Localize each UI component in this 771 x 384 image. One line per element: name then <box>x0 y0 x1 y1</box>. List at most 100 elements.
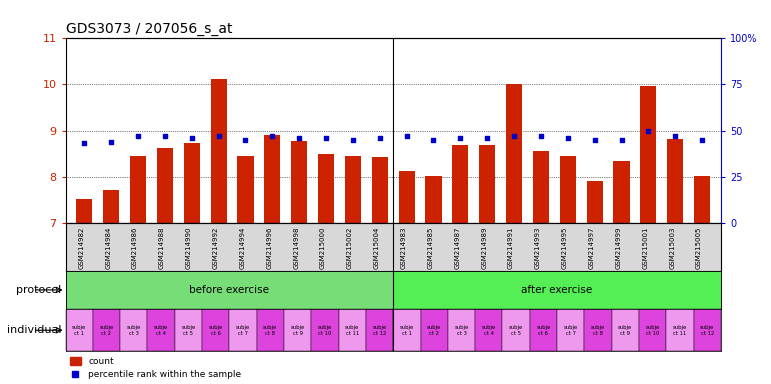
Text: subje
ct 3: subje ct 3 <box>126 325 141 336</box>
Text: subje
ct 7: subje ct 7 <box>236 325 250 336</box>
Bar <box>479 145 495 223</box>
Text: GSM215005: GSM215005 <box>696 227 702 269</box>
Bar <box>420 309 448 351</box>
Bar <box>426 176 442 223</box>
Text: GSM215001: GSM215001 <box>642 227 648 269</box>
Legend: count, percentile rank within the sample: count, percentile rank within the sample <box>70 357 241 379</box>
Bar <box>345 156 361 223</box>
Bar <box>614 161 630 223</box>
Bar <box>560 156 576 223</box>
Text: GSM214997: GSM214997 <box>588 227 594 269</box>
Text: subje
ct 5: subje ct 5 <box>181 325 196 336</box>
Bar <box>448 309 475 351</box>
Text: GSM215000: GSM215000 <box>320 227 326 269</box>
Text: GSM214987: GSM214987 <box>454 227 460 269</box>
Point <box>696 137 709 143</box>
Text: subje
ct 3: subje ct 3 <box>454 325 469 336</box>
Bar <box>93 309 120 351</box>
Bar <box>393 271 721 309</box>
Point <box>347 137 359 143</box>
Text: subje
ct 8: subje ct 8 <box>263 325 278 336</box>
Text: subje
ct 7: subje ct 7 <box>564 325 577 336</box>
Point <box>508 133 520 139</box>
Text: GSM215002: GSM215002 <box>347 227 353 269</box>
Text: GSM214991: GSM214991 <box>508 227 514 269</box>
Bar <box>503 309 530 351</box>
Bar <box>318 154 334 223</box>
Bar <box>157 148 173 223</box>
Text: subje
ct 9: subje ct 9 <box>291 325 305 336</box>
Text: subje
ct 10: subje ct 10 <box>318 325 332 336</box>
Point <box>669 133 682 139</box>
Text: protocol: protocol <box>16 285 62 295</box>
Bar <box>506 84 522 223</box>
Text: GSM214996: GSM214996 <box>266 227 272 269</box>
Bar <box>694 309 721 351</box>
Text: GSM214983: GSM214983 <box>401 227 406 269</box>
Point <box>588 137 601 143</box>
Bar <box>284 309 311 351</box>
Text: GSM214988: GSM214988 <box>159 227 165 269</box>
Bar <box>291 141 308 223</box>
Bar <box>76 199 93 223</box>
Text: GSM214982: GSM214982 <box>79 227 84 269</box>
Bar <box>530 309 557 351</box>
Bar <box>366 309 393 351</box>
Text: subje
ct 2: subje ct 2 <box>427 325 441 336</box>
Text: subje
ct 12: subje ct 12 <box>700 325 715 336</box>
Text: GSM214995: GSM214995 <box>562 227 567 269</box>
Bar <box>257 309 284 351</box>
Bar <box>175 309 202 351</box>
Text: subje
ct 6: subje ct 6 <box>209 325 223 336</box>
Bar <box>183 143 200 223</box>
Bar <box>311 309 338 351</box>
Point <box>186 135 198 141</box>
Bar <box>372 157 388 223</box>
Bar <box>694 176 710 223</box>
Bar <box>475 309 503 351</box>
Text: subje
ct 8: subje ct 8 <box>591 325 605 336</box>
Text: subje
ct 1: subje ct 1 <box>72 325 86 336</box>
Point <box>454 135 466 141</box>
Text: subje
ct 11: subje ct 11 <box>673 325 687 336</box>
Bar <box>66 309 93 351</box>
Text: subje
ct 9: subje ct 9 <box>618 325 632 336</box>
Bar <box>147 309 175 351</box>
Point <box>561 135 574 141</box>
Text: GSM214990: GSM214990 <box>186 227 192 269</box>
Point <box>132 133 144 139</box>
Bar <box>399 171 415 223</box>
Text: subje
ct 11: subje ct 11 <box>345 325 359 336</box>
Bar <box>533 151 549 223</box>
Text: subje
ct 2: subje ct 2 <box>99 325 113 336</box>
Point <box>105 139 117 145</box>
Text: subje
ct 12: subje ct 12 <box>372 325 387 336</box>
Point <box>239 137 251 143</box>
Point <box>293 135 305 141</box>
Point <box>266 133 278 139</box>
Bar <box>639 309 666 351</box>
Text: GSM214986: GSM214986 <box>132 227 138 269</box>
Text: GSM214998: GSM214998 <box>293 227 299 269</box>
Text: GSM215004: GSM215004 <box>374 227 380 269</box>
Point <box>400 133 412 139</box>
Text: subje
ct 5: subje ct 5 <box>509 325 524 336</box>
Bar <box>666 309 694 351</box>
Text: GSM214992: GSM214992 <box>213 227 219 269</box>
Text: GSM214989: GSM214989 <box>481 227 487 269</box>
Point <box>374 135 386 141</box>
Text: GSM214994: GSM214994 <box>240 227 245 269</box>
Text: before exercise: before exercise <box>190 285 269 295</box>
Text: subje
ct 10: subje ct 10 <box>645 325 660 336</box>
Bar <box>237 156 254 223</box>
Text: GSM214993: GSM214993 <box>535 227 541 269</box>
Bar <box>66 271 393 309</box>
Point <box>615 137 628 143</box>
Bar <box>587 181 603 223</box>
Text: subje
ct 4: subje ct 4 <box>154 325 168 336</box>
Bar <box>611 309 639 351</box>
Point <box>320 135 332 141</box>
Bar <box>338 309 366 351</box>
Bar <box>557 309 584 351</box>
Bar <box>640 86 656 223</box>
